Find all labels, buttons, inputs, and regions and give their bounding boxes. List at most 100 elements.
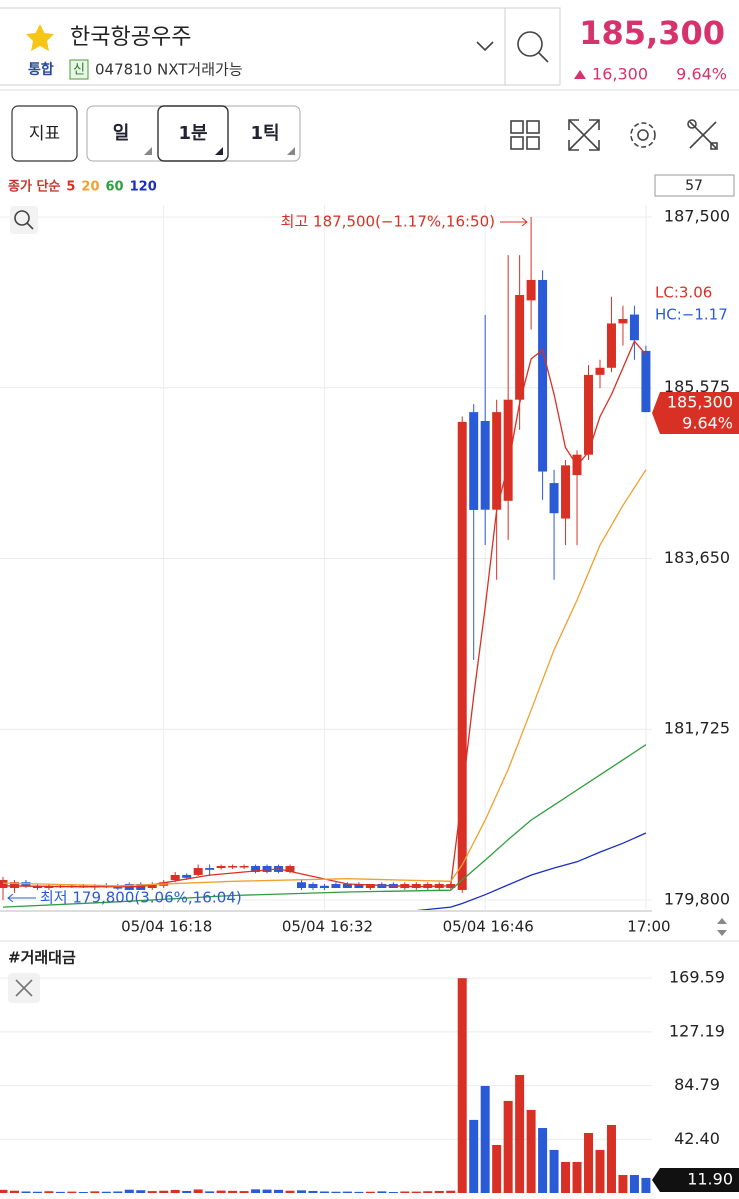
y-tick-label: 185,575 xyxy=(664,377,730,396)
volume-bar xyxy=(239,1191,249,1193)
candle-body xyxy=(319,885,329,889)
candle-body xyxy=(503,399,513,501)
indicator-label: 지표 xyxy=(29,124,60,144)
candle-body xyxy=(457,421,467,890)
favorite-star[interactable] xyxy=(26,24,54,51)
hc-label: HC:−1.17 xyxy=(655,306,728,324)
ma-line xyxy=(2,469,647,887)
period-label: 일 xyxy=(113,123,130,144)
candle-body xyxy=(641,350,651,413)
volume-bar xyxy=(629,1175,639,1193)
high-arrow-head xyxy=(521,217,528,227)
x-tick-label: 05/04 16:32 xyxy=(282,918,373,936)
candle-body xyxy=(113,887,123,889)
volume-bar xyxy=(503,1100,513,1193)
volume-bar xyxy=(342,1191,352,1193)
dropdown-chevron[interactable] xyxy=(476,41,494,52)
badge: 신 xyxy=(73,63,85,78)
up-triangle xyxy=(574,70,586,79)
legend-entry: 60 xyxy=(106,180,124,195)
legend-entry: 5 xyxy=(66,180,75,195)
volume-bar xyxy=(170,1189,180,1193)
volume-bar xyxy=(595,1149,605,1193)
volume-bar xyxy=(296,1190,306,1193)
volume-bar xyxy=(67,1191,77,1193)
price-plot xyxy=(0,216,651,910)
candle-body xyxy=(411,884,421,889)
volume-bar xyxy=(262,1189,272,1193)
last-volume-tag xyxy=(652,1168,739,1192)
legend-label: 종가 단순 xyxy=(8,179,60,195)
search-icon-handle xyxy=(538,52,549,63)
market-label: 통합 xyxy=(28,61,54,78)
candle-body xyxy=(377,884,387,889)
volume-bar xyxy=(274,1189,284,1193)
candle-body xyxy=(480,420,490,510)
volume-bar xyxy=(9,1190,19,1193)
count-box xyxy=(654,174,735,197)
search-button[interactable] xyxy=(504,7,561,86)
ma-line xyxy=(2,339,647,888)
volume-axis: 42.40 84.79 127.19 169.59 xyxy=(669,968,725,1148)
y-tick-label: 42.40 xyxy=(674,1129,720,1148)
candle-body xyxy=(308,884,318,889)
badge-box xyxy=(69,59,89,80)
search-icon xyxy=(517,31,543,57)
volume-bar xyxy=(251,1189,261,1193)
period-label: 1분 xyxy=(178,123,207,144)
fullscreen-icon[interactable] xyxy=(568,119,600,151)
x-tick-label: 05/04 16:18 xyxy=(121,918,212,936)
volume-bar xyxy=(193,1189,203,1193)
candle-body xyxy=(182,874,192,878)
current-price: 185,300 xyxy=(579,14,725,52)
volume-bar xyxy=(136,1190,146,1193)
candle-body xyxy=(629,314,639,341)
corner-mark xyxy=(215,147,223,155)
volume-bar xyxy=(584,1132,594,1193)
volume-bar xyxy=(400,1191,410,1193)
settings-icon[interactable] xyxy=(630,122,656,148)
volume-bar xyxy=(182,1190,192,1193)
candle-body xyxy=(239,866,249,868)
volume-bar xyxy=(159,1190,169,1193)
ma-line xyxy=(2,744,647,908)
count: 57 xyxy=(685,178,703,194)
candle-body xyxy=(331,884,341,889)
volume-bar xyxy=(285,1190,295,1193)
volume-plot xyxy=(0,978,651,1193)
x-axis: 05/04 16:18 05/04 16:32 05/04 16:46 17:00 xyxy=(121,918,670,936)
zoom-button[interactable] xyxy=(10,206,38,234)
y-tick-label: 84.79 xyxy=(674,1075,720,1094)
volume-bar xyxy=(124,1189,134,1193)
volume-bar xyxy=(572,1161,582,1193)
scroll-down[interactable] xyxy=(717,930,727,936)
volume-bar xyxy=(113,1191,123,1193)
candle-body xyxy=(147,884,157,889)
tools-icon[interactable] xyxy=(687,119,718,150)
candle-body xyxy=(228,866,238,868)
candle-body xyxy=(618,318,628,324)
candle-body xyxy=(538,279,548,472)
candle-body xyxy=(9,882,19,889)
ma-line xyxy=(415,832,647,910)
volume-bar xyxy=(469,1119,479,1193)
corner-mark xyxy=(144,147,152,155)
stock-name: 한국항공우주 xyxy=(70,25,191,50)
scroll-up[interactable] xyxy=(717,918,727,924)
candle-body xyxy=(285,866,295,872)
volume-bar xyxy=(21,1191,31,1193)
legend-entry: 20 xyxy=(81,180,99,195)
legend-entry: 120 xyxy=(130,180,157,195)
candle-body xyxy=(342,884,352,889)
volume-bar xyxy=(205,1191,215,1193)
layout-icon[interactable] xyxy=(510,120,540,150)
volume-grid xyxy=(0,977,652,1140)
indicator-button[interactable] xyxy=(11,105,78,162)
period-label: 1틱 xyxy=(250,123,279,144)
volume-bar xyxy=(319,1191,329,1193)
candle-body xyxy=(526,279,536,301)
last-volume: 11.90 xyxy=(687,1170,733,1189)
volume-bar xyxy=(308,1190,318,1193)
